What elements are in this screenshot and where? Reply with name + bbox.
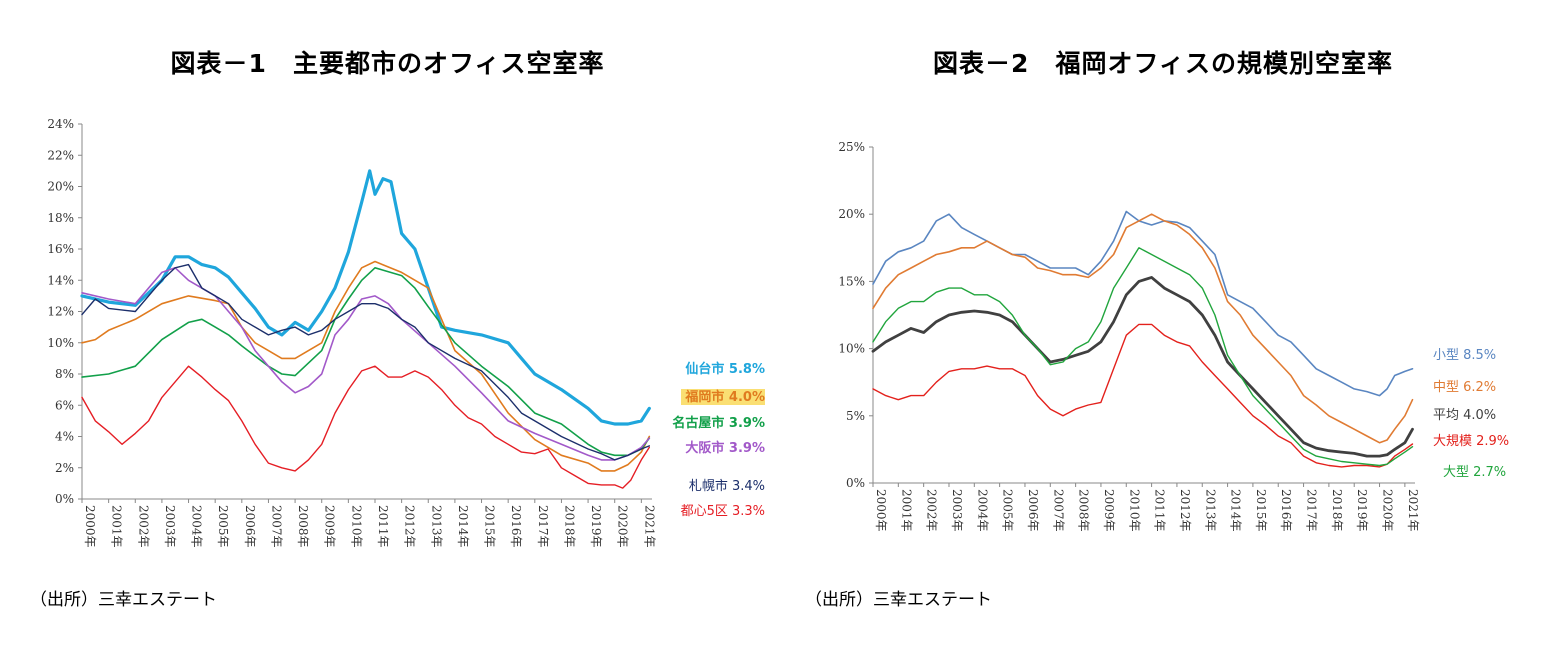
y-tick-label: 24% xyxy=(47,117,74,131)
x-tick-label: 2010年 xyxy=(1127,489,1141,532)
x-tick-label: 2014年 xyxy=(456,505,470,548)
x-tick-label: 2012年 xyxy=(1178,489,1192,532)
y-tick-label: 2% xyxy=(55,461,74,475)
chart-title-1: 図表－1 主要都市のオフィス空室率 xyxy=(170,49,605,78)
x-tick-label: 2004年 xyxy=(190,505,204,548)
source-note-2: （出所）三幸エステート xyxy=(805,590,992,610)
series-line-2 xyxy=(871,276,1414,458)
x-tick-label: 2002年 xyxy=(136,505,150,548)
x-tick-label: 2005年 xyxy=(1001,489,1015,532)
series-line-4 xyxy=(81,263,650,461)
x-tick-label: 2016年 xyxy=(509,505,523,548)
series-label-5: 都心5区 3.3% xyxy=(681,504,765,519)
series-line-5 xyxy=(81,365,650,489)
series-label-highlight xyxy=(681,389,765,405)
x-tick-label: 2020年 xyxy=(616,505,630,548)
y-tick-label: 10% xyxy=(838,342,865,356)
x-tick-label: 2020年 xyxy=(1381,489,1395,532)
y-tick-label: 12% xyxy=(47,305,74,319)
x-tick-label: 2019年 xyxy=(589,505,603,548)
series-label-3: 大阪市 3.9% xyxy=(685,440,765,456)
x-tick-label: 2004年 xyxy=(975,489,989,532)
y-tick-label: 18% xyxy=(47,211,74,225)
y-tick-label: 0% xyxy=(55,492,74,506)
y-tick-label: 20% xyxy=(47,180,74,194)
x-tick-label: 2000年 xyxy=(874,489,888,532)
series-line-4 xyxy=(872,247,1414,467)
series-line-3 xyxy=(872,323,1414,468)
y-tick-label: 14% xyxy=(47,273,74,287)
series-label-0: 小型 8.5% xyxy=(1433,348,1496,363)
x-tick-label: 2001年 xyxy=(899,489,913,532)
x-tick-label: 2018年 xyxy=(562,505,576,548)
y-tick-label: 10% xyxy=(47,336,74,350)
y-tick-label: 4% xyxy=(55,430,74,444)
x-tick-label: 2009年 xyxy=(1102,489,1116,532)
y-tick-label: 25% xyxy=(838,140,865,154)
x-tick-label: 2003年 xyxy=(163,505,177,548)
x-tick-label: 2017年 xyxy=(536,505,550,548)
x-tick-label: 2013年 xyxy=(1203,489,1217,532)
series-label-2: 名古屋市 3.9% xyxy=(672,415,765,431)
x-tick-label: 2008年 xyxy=(296,505,310,548)
x-tick-label: 2006年 xyxy=(1026,489,1040,532)
x-tick-label: 2010年 xyxy=(349,505,363,548)
x-tick-label: 2005年 xyxy=(216,505,230,548)
x-tick-label: 2006年 xyxy=(243,505,257,548)
y-tick-label: 16% xyxy=(47,242,74,256)
x-tick-label: 2018年 xyxy=(1330,489,1344,532)
chart-panel-2: 図表－2 福岡オフィスの規模別空室率 0% 5% 10% 15% 20% 25% 2000年… xyxy=(775,0,1551,649)
x-tick-label: 2007年 xyxy=(269,505,283,548)
x-tick-label: 2003年 xyxy=(950,489,964,532)
series-label-1: 福岡市 4.0% xyxy=(684,389,765,405)
y-tick-label: 5% xyxy=(846,409,865,423)
source-note-1: （出所）三幸エステート xyxy=(30,590,217,610)
chart-panel-1: 図表－1 主要都市のオフィス空室率 0% 2% 4% 6% 8% 10% 12% 14% 16%… xyxy=(0,0,775,649)
series-line-2 xyxy=(81,267,651,457)
y-tick-label: 22% xyxy=(47,148,74,162)
series-label-4: 大型 2.7% xyxy=(1443,465,1506,480)
x-tick-label: 2007年 xyxy=(1051,489,1065,532)
x-tick-label: 2008年 xyxy=(1077,489,1091,532)
x-tick-label: 2013年 xyxy=(429,505,443,548)
series-label-2: 平均 4.0% xyxy=(1433,408,1496,423)
y-tick-label: 8% xyxy=(55,367,74,381)
y-tick-label: 0% xyxy=(846,476,865,490)
chart-title-2: 図表－2 福岡オフィスの規模別空室率 xyxy=(933,49,1393,78)
x-tick-label: 2001年 xyxy=(110,505,124,548)
series-label-1: 中型 6.2% xyxy=(1433,380,1496,395)
x-tick-label: 2011年 xyxy=(376,505,390,548)
x-tick-label: 2021年 xyxy=(642,505,656,548)
chart-1-plot: 0% 2% 4% 6% 8% 10% 12% 14% 16% 18% 20% 22% 24% 2000年 2… xyxy=(47,117,765,548)
x-tick-label: 2011年 xyxy=(1153,489,1167,532)
x-tick-label: 2019年 xyxy=(1355,489,1369,532)
x-tick-label: 2015年 xyxy=(1254,489,1268,532)
x-tick-label: 2015年 xyxy=(483,505,497,548)
y-tick-label: 20% xyxy=(838,207,865,221)
series-line-3 xyxy=(81,267,651,461)
x-tick-label: 2002年 xyxy=(925,489,939,532)
series-line-1 xyxy=(81,260,651,472)
x-tick-label: 2021年 xyxy=(1406,489,1420,532)
x-tick-label: 2000年 xyxy=(83,505,97,548)
series-line-1 xyxy=(872,213,1414,444)
x-tick-label: 2009年 xyxy=(323,505,337,548)
series-line-0 xyxy=(872,210,1414,397)
series-label-4: 札幌市 3.4% xyxy=(689,478,765,494)
y-tick-label: 15% xyxy=(838,274,865,288)
series-label-0: 仙台市 5.8% xyxy=(685,361,765,377)
x-tick-label: 2014年 xyxy=(1229,489,1243,532)
x-tick-label: 2017年 xyxy=(1305,489,1319,532)
series-label-3: 大規模 2.9% xyxy=(1433,434,1509,449)
y-tick-label: 6% xyxy=(55,398,74,412)
x-tick-label: 2012年 xyxy=(403,505,417,548)
x-tick-label: 2016年 xyxy=(1279,489,1293,532)
chart-2-plot: 0% 5% 10% 15% 20% 25% 2000年 2001年 2002年 2003年 2004… xyxy=(838,140,1509,532)
series-line-0 xyxy=(80,169,651,426)
